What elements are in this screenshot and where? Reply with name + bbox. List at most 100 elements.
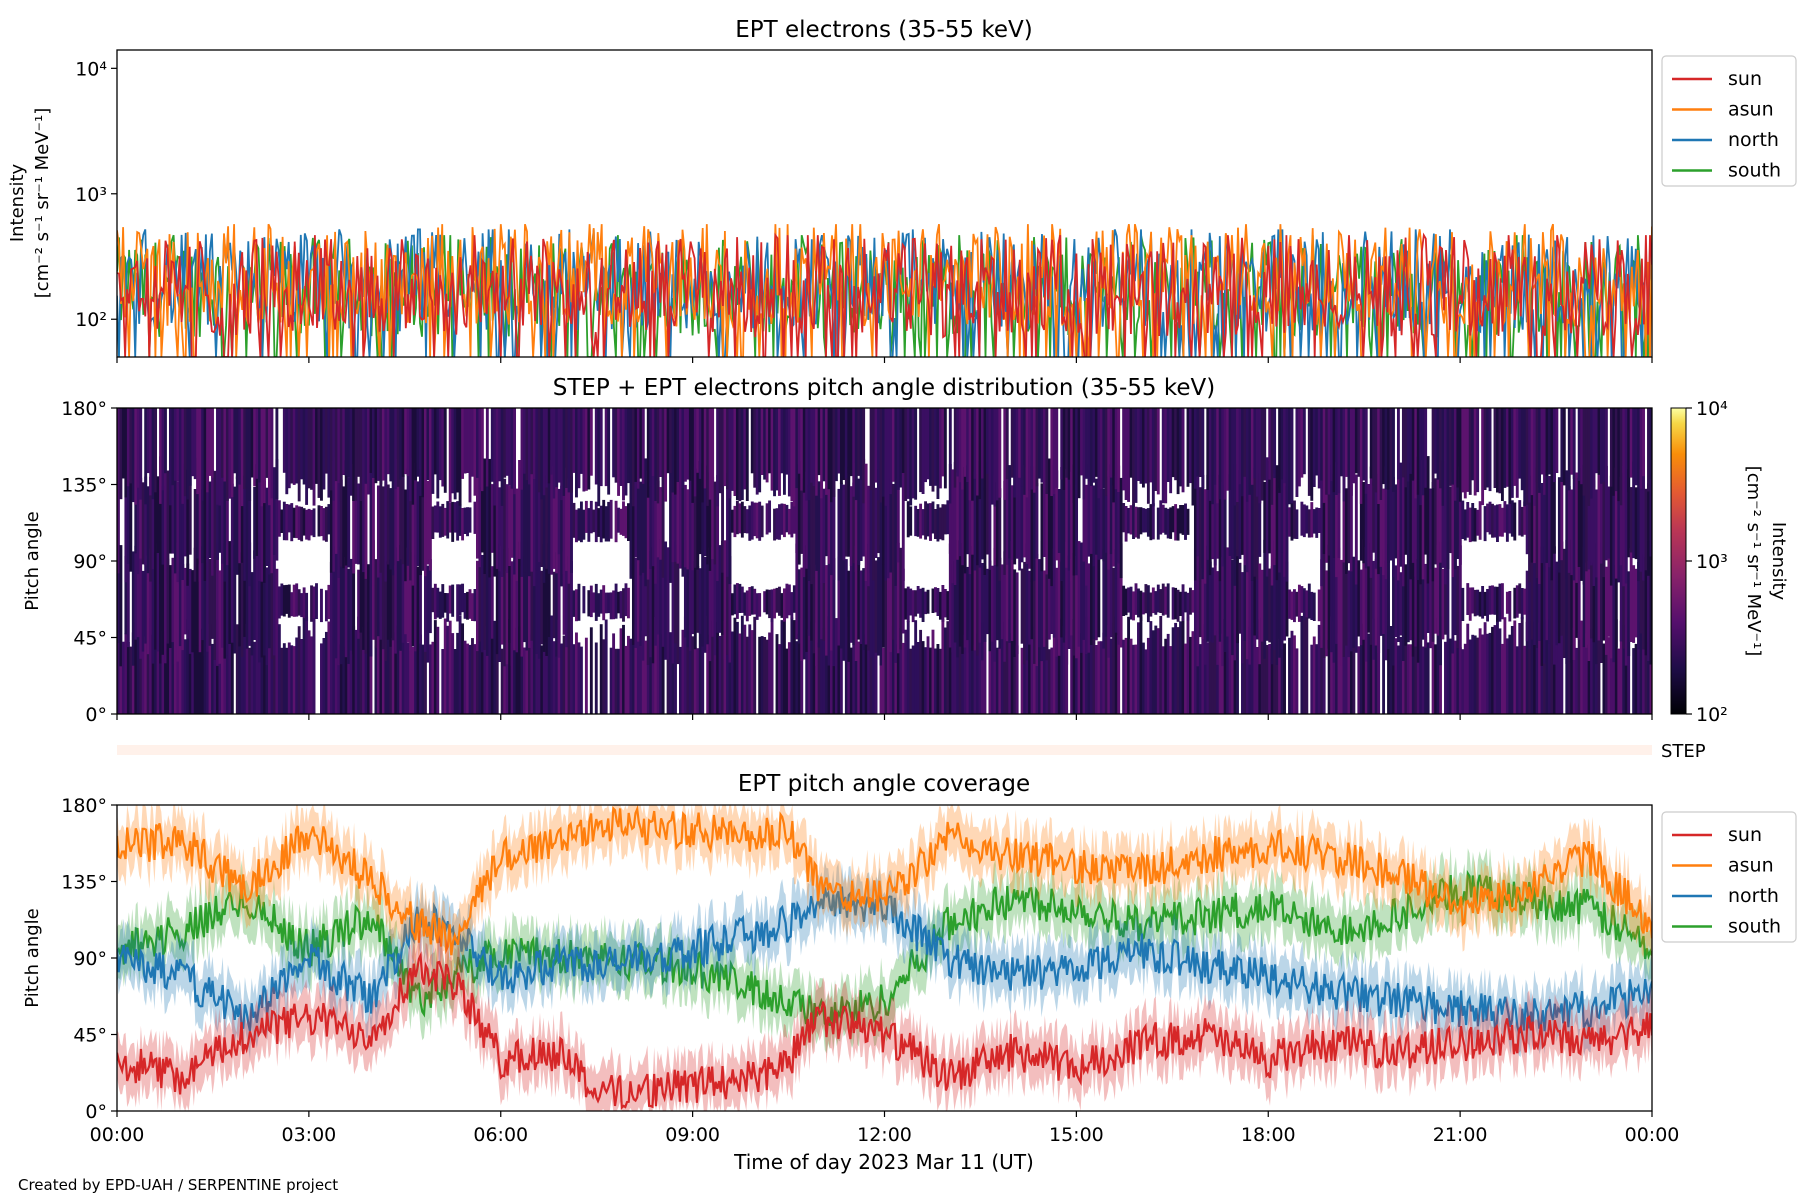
heatmap-cell bbox=[1265, 645, 1269, 714]
heatmap-cell bbox=[339, 546, 343, 665]
heatmap-cell bbox=[1280, 547, 1284, 650]
heatmap-cell bbox=[802, 478, 806, 578]
heatmap-cell bbox=[671, 541, 675, 664]
heatmap-cell bbox=[1065, 408, 1069, 478]
heatmap-cell bbox=[1297, 408, 1301, 487]
heatmap-cell bbox=[599, 408, 603, 487]
heatmap-cell bbox=[1632, 648, 1636, 714]
heatmap-cell bbox=[713, 481, 717, 565]
heatmap-cell bbox=[1010, 541, 1014, 641]
heatmap-cell bbox=[805, 408, 809, 501]
heatmap-cell bbox=[1231, 644, 1234, 714]
heatmap-cell bbox=[1107, 555, 1111, 658]
heatmap-cell bbox=[193, 489, 197, 582]
heatmap-cell bbox=[1104, 616, 1108, 714]
coverage-band-sun bbox=[117, 927, 1652, 1111]
heatmap-cell bbox=[178, 474, 182, 585]
heatmap-cell bbox=[1543, 624, 1546, 714]
heatmap-cell bbox=[530, 408, 534, 475]
heatmap-cell bbox=[1203, 571, 1207, 665]
heatmap-cell bbox=[1270, 648, 1274, 714]
heatmap-cell bbox=[438, 408, 442, 481]
heatmap-cell bbox=[1535, 563, 1539, 648]
svg-text:Pitch angle: Pitch angle bbox=[22, 511, 43, 610]
heatmap-cell bbox=[1414, 408, 1418, 499]
heatmap-cell bbox=[1498, 628, 1502, 714]
legend-label-sun: sun bbox=[1728, 824, 1762, 846]
heatmap-cell bbox=[376, 408, 380, 481]
heatmap-cell bbox=[1127, 408, 1131, 502]
heatmap-cell bbox=[995, 482, 999, 567]
heatmap-cell bbox=[297, 626, 301, 714]
heatmap-cell bbox=[1238, 470, 1242, 560]
heatmap-cell bbox=[978, 408, 982, 500]
heatmap-cell bbox=[609, 592, 613, 620]
heatmap-cell bbox=[718, 635, 722, 714]
heatmap-cell bbox=[607, 501, 611, 542]
heatmap-cell bbox=[1451, 539, 1455, 654]
heatmap-cell bbox=[131, 408, 135, 503]
heatmap-cell bbox=[409, 539, 413, 652]
heatmap-cell bbox=[508, 408, 512, 486]
heatmap-cell bbox=[458, 584, 462, 616]
heatmap-cell bbox=[248, 461, 252, 587]
heatmap-cell bbox=[1243, 542, 1247, 641]
heatmap-cell bbox=[1166, 408, 1170, 482]
heatmap-cell bbox=[168, 408, 172, 506]
heatmap-cell bbox=[740, 615, 744, 714]
heatmap-cell bbox=[1352, 408, 1356, 484]
heatmap-cell bbox=[1483, 622, 1487, 714]
heatmap-cell bbox=[1394, 638, 1398, 714]
heatmap-cell bbox=[1488, 408, 1492, 492]
heatmap-cell bbox=[186, 563, 190, 639]
heatmap-cell bbox=[936, 504, 940, 542]
heatmap-cell bbox=[1075, 408, 1079, 491]
heatmap-cell bbox=[1431, 408, 1435, 489]
heatmap-cell bbox=[785, 648, 789, 714]
heatmap-cell bbox=[1617, 648, 1621, 714]
heatmap-cell bbox=[763, 591, 767, 613]
heatmap-cell bbox=[1320, 408, 1324, 481]
heatmap-cell bbox=[946, 591, 950, 621]
heatmap-cell bbox=[852, 408, 856, 497]
heatmap-cell bbox=[914, 620, 918, 714]
heatmap-cell bbox=[882, 483, 885, 565]
heatmap-cell bbox=[1047, 570, 1051, 640]
heatmap-cell bbox=[426, 565, 430, 663]
heatmap-cell bbox=[795, 641, 799, 714]
panel1-ylabel-units: [cm⁻² s⁻¹ sr⁻¹ MeV⁻¹] bbox=[32, 108, 53, 299]
heatmap-cell bbox=[565, 625, 568, 714]
heatmap-cell bbox=[604, 619, 608, 714]
heatmap-cell bbox=[1488, 585, 1492, 615]
heatmap-cell bbox=[329, 479, 333, 573]
heatmap-cell bbox=[510, 561, 514, 666]
heatmap-cell bbox=[1132, 408, 1135, 506]
heatmap-cell bbox=[614, 648, 618, 714]
heatmap-cell bbox=[1424, 636, 1428, 714]
heatmap-cell bbox=[837, 556, 841, 646]
heatmap-cell bbox=[367, 408, 370, 495]
heatmap-cell bbox=[1092, 408, 1096, 483]
heatmap-cell bbox=[696, 566, 700, 633]
heatmap-cell bbox=[641, 550, 645, 661]
heatmap-cell bbox=[827, 466, 831, 564]
heatmap-cell bbox=[369, 408, 373, 473]
heatmap-cell bbox=[196, 408, 200, 495]
heatmap-cell bbox=[438, 506, 442, 538]
heatmap-cell bbox=[1025, 467, 1029, 564]
heatmap-cell bbox=[924, 591, 927, 615]
heatmap-cell bbox=[634, 408, 638, 482]
heatmap-cell bbox=[1384, 560, 1388, 661]
heatmap-cell bbox=[1097, 408, 1101, 499]
heatmap-cell bbox=[555, 552, 559, 657]
heatmap-cell bbox=[869, 408, 873, 491]
heatmap-cell bbox=[520, 566, 524, 657]
heatmap-cell bbox=[235, 476, 239, 575]
heatmap-cell bbox=[500, 408, 504, 506]
heatmap-cell bbox=[1092, 635, 1096, 714]
heatmap-cell bbox=[869, 646, 873, 714]
heatmap-cell bbox=[532, 572, 536, 649]
heatmap-cell bbox=[268, 648, 271, 714]
heatmap-cell bbox=[711, 620, 715, 714]
heatmap-cell bbox=[1082, 560, 1086, 640]
